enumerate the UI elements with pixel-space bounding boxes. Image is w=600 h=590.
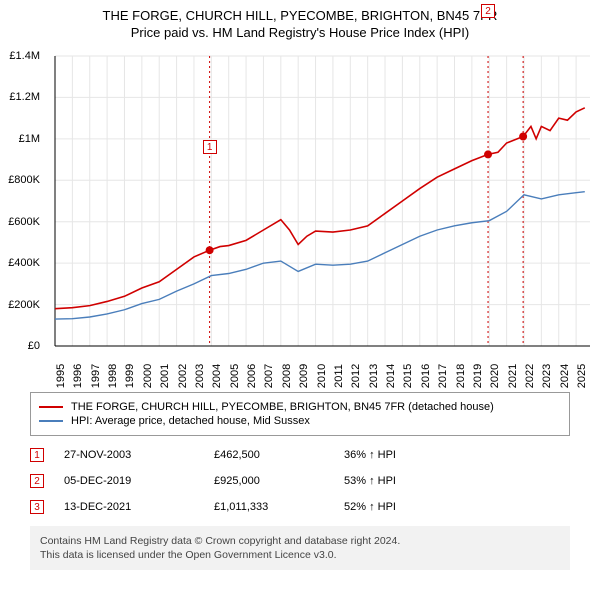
x-axis-label: 1999 xyxy=(124,364,136,388)
sale-price: £925,000 xyxy=(214,475,344,487)
sale-index-badge: 3 xyxy=(30,500,44,514)
x-axis-label: 2005 xyxy=(229,364,241,388)
x-axis-label: 2008 xyxy=(281,364,293,388)
sale-price: £1,011,333 xyxy=(214,501,344,513)
y-axis-label: £400K xyxy=(0,257,40,269)
sale-index-badge: 2 xyxy=(30,474,44,488)
x-axis-label: 2004 xyxy=(211,364,223,388)
x-axis-label: 2019 xyxy=(472,364,484,388)
sale-date: 27-NOV-2003 xyxy=(64,449,214,461)
y-axis-label: £200K xyxy=(0,299,40,311)
sale-row: 1 27-NOV-2003£462,50036% ↑ HPI xyxy=(30,442,570,468)
legend-row: HPI: Average price, detached house, Mid … xyxy=(39,415,561,427)
sale-date: 13-DEC-2021 xyxy=(64,501,214,513)
x-axis-label: 2009 xyxy=(298,364,310,388)
x-axis-label: 2010 xyxy=(316,364,328,388)
x-axis-label: 2012 xyxy=(350,364,362,388)
chart-title-block: THE FORGE, CHURCH HILL, PYECOMBE, BRIGHT… xyxy=(0,0,600,46)
x-axis-label: 2007 xyxy=(263,364,275,388)
y-axis-label: £1M xyxy=(0,133,40,145)
y-axis-label: £600K xyxy=(0,216,40,228)
x-axis-label: 2022 xyxy=(524,364,536,388)
x-axis-label: 2014 xyxy=(385,364,397,388)
title-line-2: Price paid vs. HM Land Registry's House … xyxy=(10,25,590,40)
sale-row: 3 13-DEC-2021£1,011,33352% ↑ HPI xyxy=(30,494,570,520)
sale-hpi-delta: 36% ↑ HPI xyxy=(344,449,570,461)
sale-hpi-delta: 52% ↑ HPI xyxy=(344,501,570,513)
sale-date: 05-DEC-2019 xyxy=(64,475,214,487)
x-axis-label: 2024 xyxy=(559,364,571,388)
sale-price: £462,500 xyxy=(214,449,344,461)
legend-label: THE FORGE, CHURCH HILL, PYECOMBE, BRIGHT… xyxy=(71,401,494,413)
sale-index-badge: 1 xyxy=(30,448,44,462)
y-axis-label: £1.2M xyxy=(0,91,40,103)
title-line-1: THE FORGE, CHURCH HILL, PYECOMBE, BRIGHT… xyxy=(10,8,590,23)
x-axis-label: 2017 xyxy=(437,364,449,388)
x-axis-label: 1997 xyxy=(90,364,102,388)
sale-marker-badge: 1 xyxy=(203,140,217,154)
x-axis-label: 2016 xyxy=(420,364,432,388)
y-axis-label: £1.4M xyxy=(0,50,40,62)
x-axis-label: 2006 xyxy=(246,364,258,388)
x-axis-label: 2021 xyxy=(507,364,519,388)
sale-marker-badge: 2 xyxy=(481,4,495,18)
x-axis-label: 2013 xyxy=(368,364,380,388)
sale-row: 2 05-DEC-2019£925,00053% ↑ HPI xyxy=(30,468,570,494)
legend: THE FORGE, CHURCH HILL, PYECOMBE, BRIGHT… xyxy=(30,392,570,436)
x-axis-label: 2020 xyxy=(489,364,501,388)
x-axis-label: 1996 xyxy=(72,364,84,388)
x-axis-label: 2018 xyxy=(455,364,467,388)
x-axis-label: 2003 xyxy=(194,364,206,388)
legend-label: HPI: Average price, detached house, Mid … xyxy=(71,415,310,427)
x-axis-label: 2011 xyxy=(333,364,345,388)
footer-line-1: Contains HM Land Registry data © Crown c… xyxy=(40,534,560,548)
x-axis-label: 2000 xyxy=(142,364,154,388)
y-axis-label: £800K xyxy=(0,174,40,186)
x-axis-label: 1995 xyxy=(55,364,67,388)
y-axis-label: £0 xyxy=(0,340,40,352)
footer-line-2: This data is licensed under the Open Gov… xyxy=(40,548,560,562)
x-axis-label: 2025 xyxy=(576,364,588,388)
legend-swatch xyxy=(39,406,63,408)
legend-row: THE FORGE, CHURCH HILL, PYECOMBE, BRIGHT… xyxy=(39,401,561,413)
x-axis-label: 2023 xyxy=(541,364,553,388)
sale-hpi-delta: 53% ↑ HPI xyxy=(344,475,570,487)
x-axis-label: 1998 xyxy=(107,364,119,388)
x-axis-label: 2015 xyxy=(402,364,414,388)
sales-table: 1 27-NOV-2003£462,50036% ↑ HPI 2 05-DEC-201… xyxy=(30,442,570,520)
line-chart-svg xyxy=(0,46,600,386)
chart-area: £0 £200K £400K £600K £800K £1M £1.2M £1.4M 1995 1… xyxy=(0,46,600,386)
legend-swatch xyxy=(39,420,63,422)
attribution-footer: Contains HM Land Registry data © Crown c… xyxy=(30,526,570,570)
x-axis-label: 2002 xyxy=(177,364,189,388)
x-axis-label: 2001 xyxy=(159,364,171,388)
